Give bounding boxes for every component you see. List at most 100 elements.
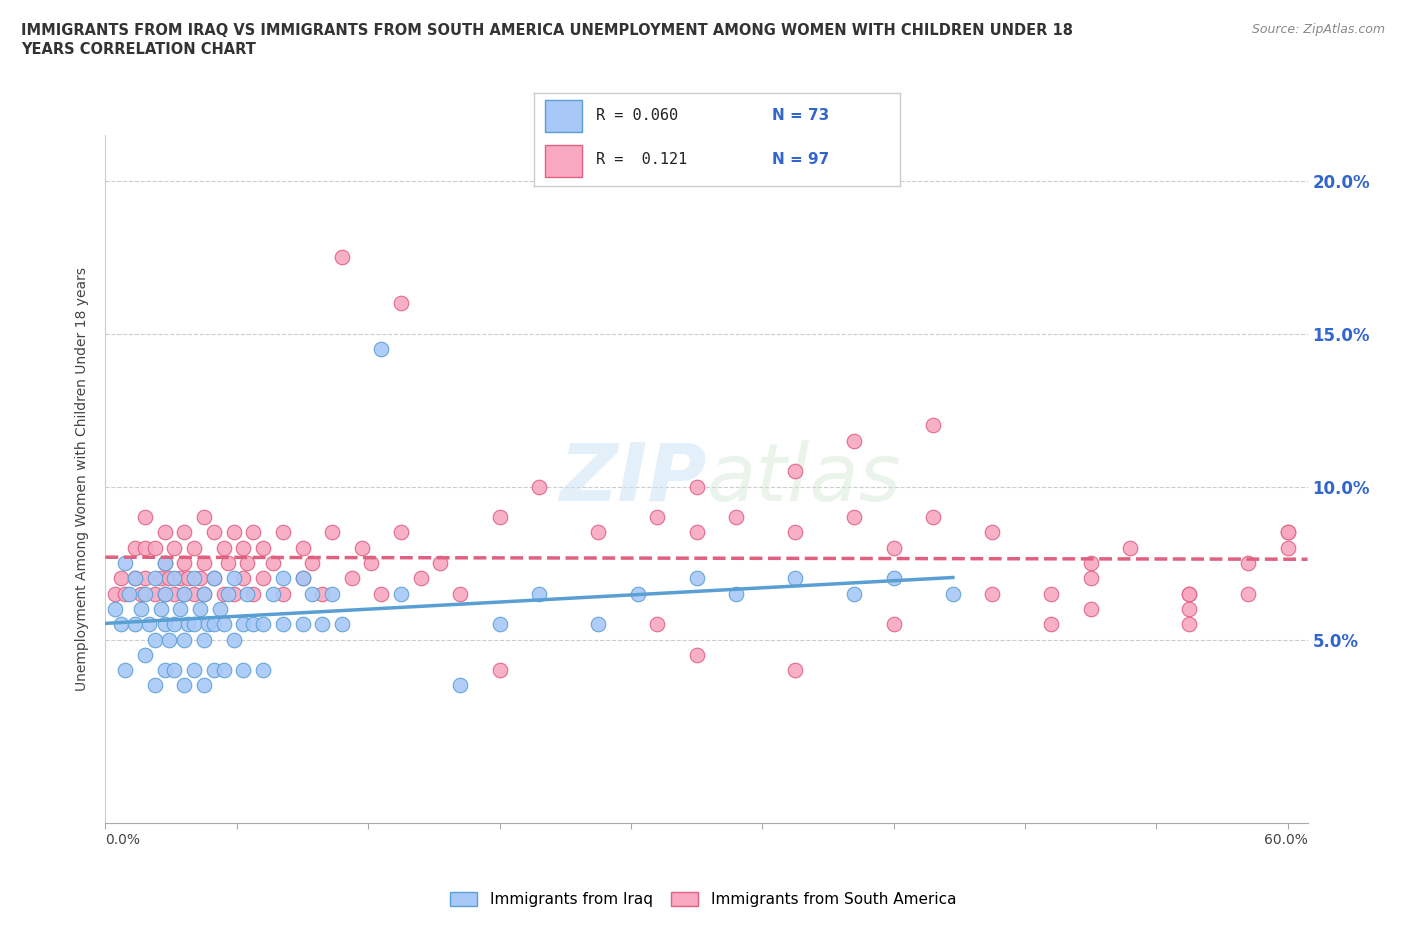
Point <box>212 663 235 678</box>
Point <box>981 525 1004 540</box>
Point <box>222 632 245 647</box>
Point <box>232 663 254 678</box>
Bar <box>546 100 582 132</box>
Point <box>271 586 294 601</box>
Point <box>222 525 245 540</box>
Point <box>785 663 807 678</box>
Point <box>252 617 274 631</box>
Bar <box>546 145 582 177</box>
Point <box>291 540 314 555</box>
Point <box>118 586 141 601</box>
Point <box>202 663 225 678</box>
Y-axis label: Unemployment Among Women with Children Under 18 years: Unemployment Among Women with Children U… <box>76 267 90 691</box>
Point <box>370 586 392 601</box>
Point <box>163 586 186 601</box>
Point <box>488 663 510 678</box>
Point <box>1237 586 1260 601</box>
Point <box>202 525 225 540</box>
Point <box>177 617 200 631</box>
Point <box>1178 586 1201 601</box>
Point <box>124 540 146 555</box>
Point <box>153 555 176 570</box>
Point <box>685 479 707 494</box>
Point <box>291 571 314 586</box>
Point <box>173 632 195 647</box>
Point <box>291 617 314 631</box>
Point <box>153 525 176 540</box>
Point <box>844 510 866 525</box>
Point <box>134 540 156 555</box>
Text: N = 97: N = 97 <box>772 153 830 167</box>
Point <box>183 617 205 631</box>
Point <box>449 586 471 601</box>
Point <box>488 510 510 525</box>
Point <box>134 510 156 525</box>
Point <box>217 555 239 570</box>
Point <box>212 586 235 601</box>
Point <box>301 555 323 570</box>
Point <box>883 540 905 555</box>
Text: R = 0.060: R = 0.060 <box>596 108 679 123</box>
Point <box>725 586 748 601</box>
Point <box>645 510 668 525</box>
Point <box>188 571 211 586</box>
Point <box>114 663 136 678</box>
Point <box>173 525 195 540</box>
Point <box>202 617 225 631</box>
Point <box>1040 586 1063 601</box>
Point <box>291 571 314 586</box>
Point <box>129 586 152 601</box>
Point <box>236 586 259 601</box>
Point <box>129 602 152 617</box>
Point <box>193 632 215 647</box>
Point <box>1040 617 1063 631</box>
Point <box>942 586 965 601</box>
Point <box>685 571 707 586</box>
Point <box>330 617 353 631</box>
Point <box>586 525 609 540</box>
Point <box>1178 617 1201 631</box>
Text: R =  0.121: R = 0.121 <box>596 153 688 167</box>
Point <box>183 571 205 586</box>
Point <box>626 586 648 601</box>
Point <box>1080 602 1102 617</box>
Point <box>586 617 609 631</box>
Point <box>311 617 333 631</box>
Point <box>193 555 215 570</box>
Point <box>1277 525 1299 540</box>
Point <box>157 571 180 586</box>
Point <box>1178 602 1201 617</box>
Point <box>110 571 132 586</box>
Point <box>143 571 166 586</box>
Point <box>262 586 284 601</box>
Point <box>138 617 160 631</box>
Point <box>1178 586 1201 601</box>
Point <box>222 571 245 586</box>
Point <box>685 525 707 540</box>
Point <box>370 341 392 356</box>
Point <box>271 571 294 586</box>
Point <box>389 586 412 601</box>
Point <box>785 525 807 540</box>
Point <box>389 296 412 311</box>
Point <box>429 555 451 570</box>
Point <box>193 678 215 693</box>
Point <box>922 510 945 525</box>
Point <box>232 571 254 586</box>
Point <box>685 647 707 662</box>
Point <box>163 571 186 586</box>
Point <box>645 617 668 631</box>
Point <box>163 540 186 555</box>
Point <box>183 586 205 601</box>
Point <box>301 586 323 601</box>
Legend: Immigrants from Iraq, Immigrants from South America: Immigrants from Iraq, Immigrants from So… <box>444 885 962 913</box>
Point <box>725 510 748 525</box>
Point <box>242 525 264 540</box>
Point <box>173 678 195 693</box>
Point <box>1277 540 1299 555</box>
Point <box>217 586 239 601</box>
Text: YEARS CORRELATION CHART: YEARS CORRELATION CHART <box>21 42 256 57</box>
Point <box>104 602 127 617</box>
Point <box>173 555 195 570</box>
Point <box>242 617 264 631</box>
